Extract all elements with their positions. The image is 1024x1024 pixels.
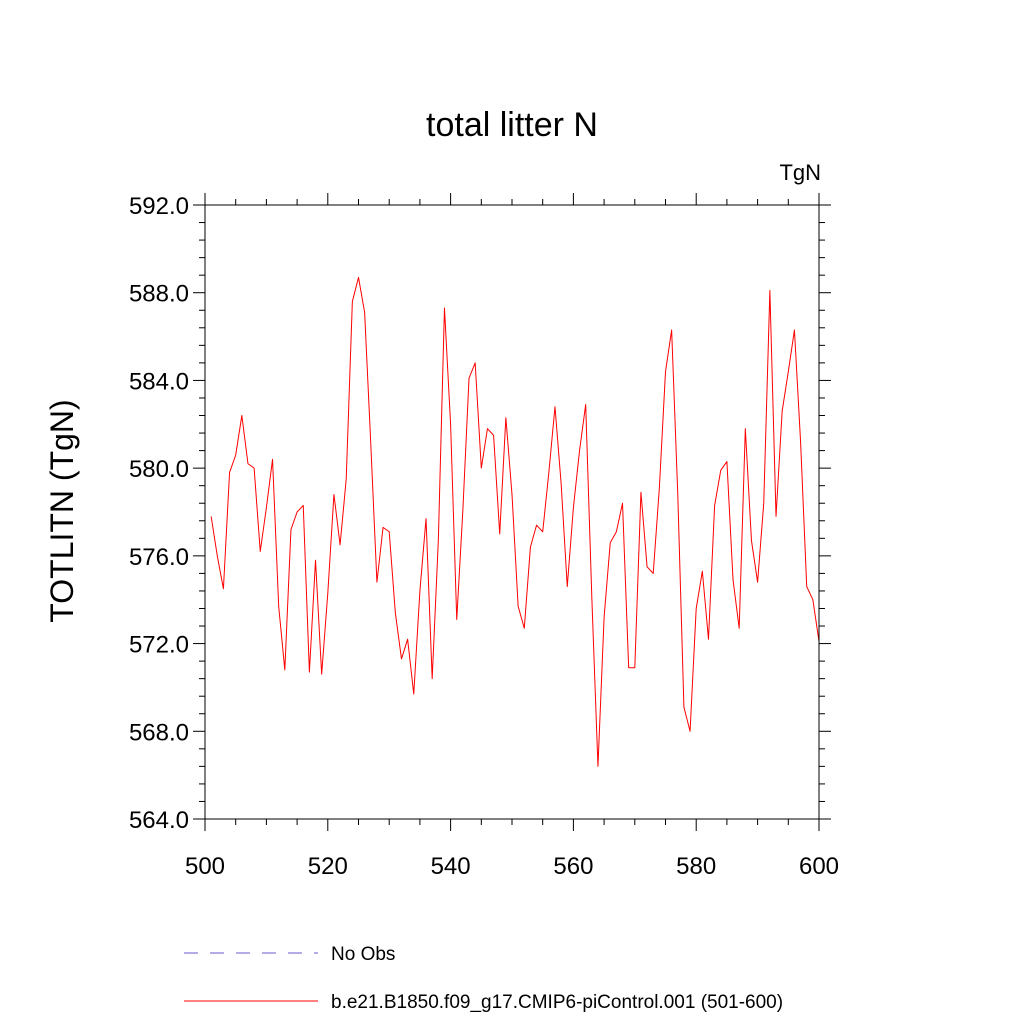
x-tick-label: 540 <box>431 853 471 880</box>
y-tick-label: 572.0 <box>129 632 189 659</box>
y-tick-label: 588.0 <box>129 281 189 308</box>
y-tick-label: 576.0 <box>129 544 189 571</box>
y-tick-label: 568.0 <box>129 719 189 746</box>
plot-frame <box>204 204 820 820</box>
x-tick-label: 580 <box>676 853 716 880</box>
legend: No Obs b.e21.B1850.f09_g17.CMIP6-piContr… <box>184 944 783 1013</box>
units-label: TgN <box>779 160 821 185</box>
axis-tick-labels: 500 520 540 560 580 600 564.0 568.0 572.0 576.0 58… <box>129 193 839 880</box>
x-tick-label: 520 <box>308 853 348 880</box>
legend-label-no-obs: No Obs <box>331 944 395 965</box>
x-tick-label: 600 <box>799 853 839 880</box>
x-tick-label: 560 <box>553 853 593 880</box>
y-axis-label: TOTLITN (TgN) <box>44 399 80 622</box>
y-tick-label: 592.0 <box>129 193 189 220</box>
x-tick-label: 500 <box>185 853 225 880</box>
series-line-0 <box>210 276 820 767</box>
chart-title: total litter N <box>426 106 598 144</box>
y-tick-label: 580.0 <box>129 456 189 483</box>
series-group <box>210 276 820 767</box>
y-tick-label: 564.0 <box>129 807 189 834</box>
legend-label-model-run: b.e21.B1850.f09_g17.CMIP6-piControl.001 … <box>331 992 783 1013</box>
y-tick-label: 584.0 <box>129 368 189 395</box>
axis-ticks <box>193 193 831 831</box>
